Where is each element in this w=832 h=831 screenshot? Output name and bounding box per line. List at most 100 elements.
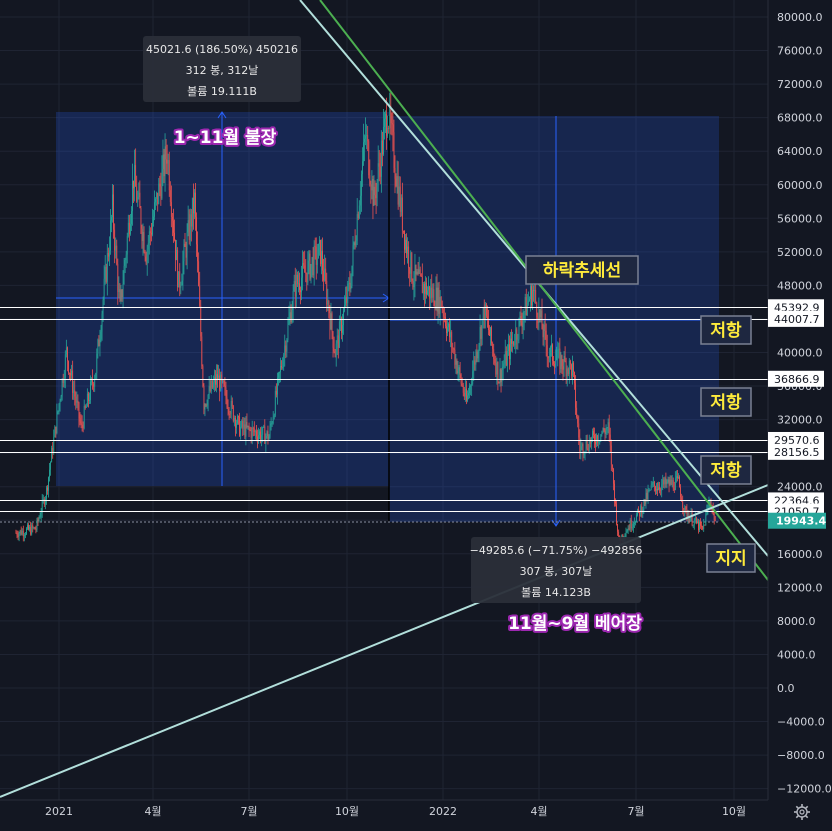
candle-body [385,113,386,119]
candle-body [484,304,486,321]
candle-body [412,280,414,288]
horizontal-levels[interactable] [0,307,768,512]
gear-icon[interactable] [794,804,810,820]
candle-body [692,525,694,527]
candle-body [693,520,695,526]
candle-body [167,160,169,164]
candle-body [524,297,526,313]
candle-body [225,387,227,398]
candle-body [509,344,510,360]
candle-body [73,390,75,393]
candle-body [85,406,87,408]
candle-body [505,351,507,366]
candle-body [709,501,711,503]
candle-body [82,424,84,429]
candle-body [19,530,21,534]
svg-text:하락추세선: 하락추세선 [543,261,621,281]
candle-body [417,271,419,275]
candle-body [312,257,314,276]
candle-body [572,362,573,376]
candle-body [483,307,485,321]
candle-body [288,317,290,324]
candle-body [111,217,112,221]
y-tick-label: 40000.0 [777,347,823,360]
candle-body [311,257,313,265]
candle-body [117,264,119,292]
candle-body [181,280,183,286]
candle-body [655,486,656,491]
candle-body [447,327,448,333]
candle-body [369,175,371,185]
y-tick-label: 56000.0 [777,212,823,225]
candle-body [141,228,143,242]
candle-body [102,299,104,314]
downtrend-line-green[interactable] [319,0,769,581]
candle-body [290,312,292,323]
candle-body [409,267,411,274]
candle-body [105,266,107,282]
candle-body [79,418,81,422]
candle-body [71,370,72,376]
candle-body [404,230,405,250]
candle-body [517,339,519,341]
candle-body [337,335,339,348]
candle-body [341,319,342,333]
candle-body [265,436,267,444]
candle-body [454,349,456,365]
candle-body [441,307,443,310]
candle-body [382,140,383,155]
candle-body [582,444,584,455]
candle-body [186,232,188,258]
candle-body [308,253,310,261]
candle-body [552,344,553,361]
candle-body [324,268,326,281]
candle-body [96,353,98,374]
candle-body [148,231,150,244]
candle-body [101,313,103,332]
candle-body [431,287,433,298]
candle-body [383,126,384,155]
candle-body [243,424,245,429]
candle-body [166,159,168,164]
candle-body [91,379,92,382]
candle-body [391,123,393,125]
candle-body [109,250,110,257]
candle-body [348,282,350,284]
candle-body [122,283,124,298]
candle-body [416,271,418,275]
support-trend-line[interactable] [0,484,769,798]
candle-body [177,249,179,288]
candle-body [40,512,42,517]
candle-body [556,357,558,361]
candle-body [317,244,319,259]
candle-body [95,373,97,379]
candle-body [313,245,315,276]
candle-body [410,252,412,274]
candle-body [574,371,575,384]
candle-body [310,264,312,279]
candle-body [445,316,446,327]
candle-body [466,388,467,402]
candle-body [697,521,698,524]
candles [15,92,716,546]
candle-body [172,216,173,221]
candle-body [189,214,191,240]
candle-body [163,154,165,177]
candle-body [221,374,223,382]
candle-body [260,431,261,440]
candle-body [472,371,474,385]
candle-body [320,239,321,264]
candle-body [160,186,162,199]
candle-body [689,518,691,522]
candle-body [649,489,651,491]
candle-body [232,406,234,421]
candle-body [683,508,685,512]
candle-body [469,385,470,394]
bear-tooltip-line: −49285.6 (−71.75%) −492856 [470,544,643,557]
candle-body [598,440,600,443]
candle-body [277,377,278,395]
candle-body [493,349,495,359]
candle-body [688,515,690,522]
candle-body [659,487,660,490]
